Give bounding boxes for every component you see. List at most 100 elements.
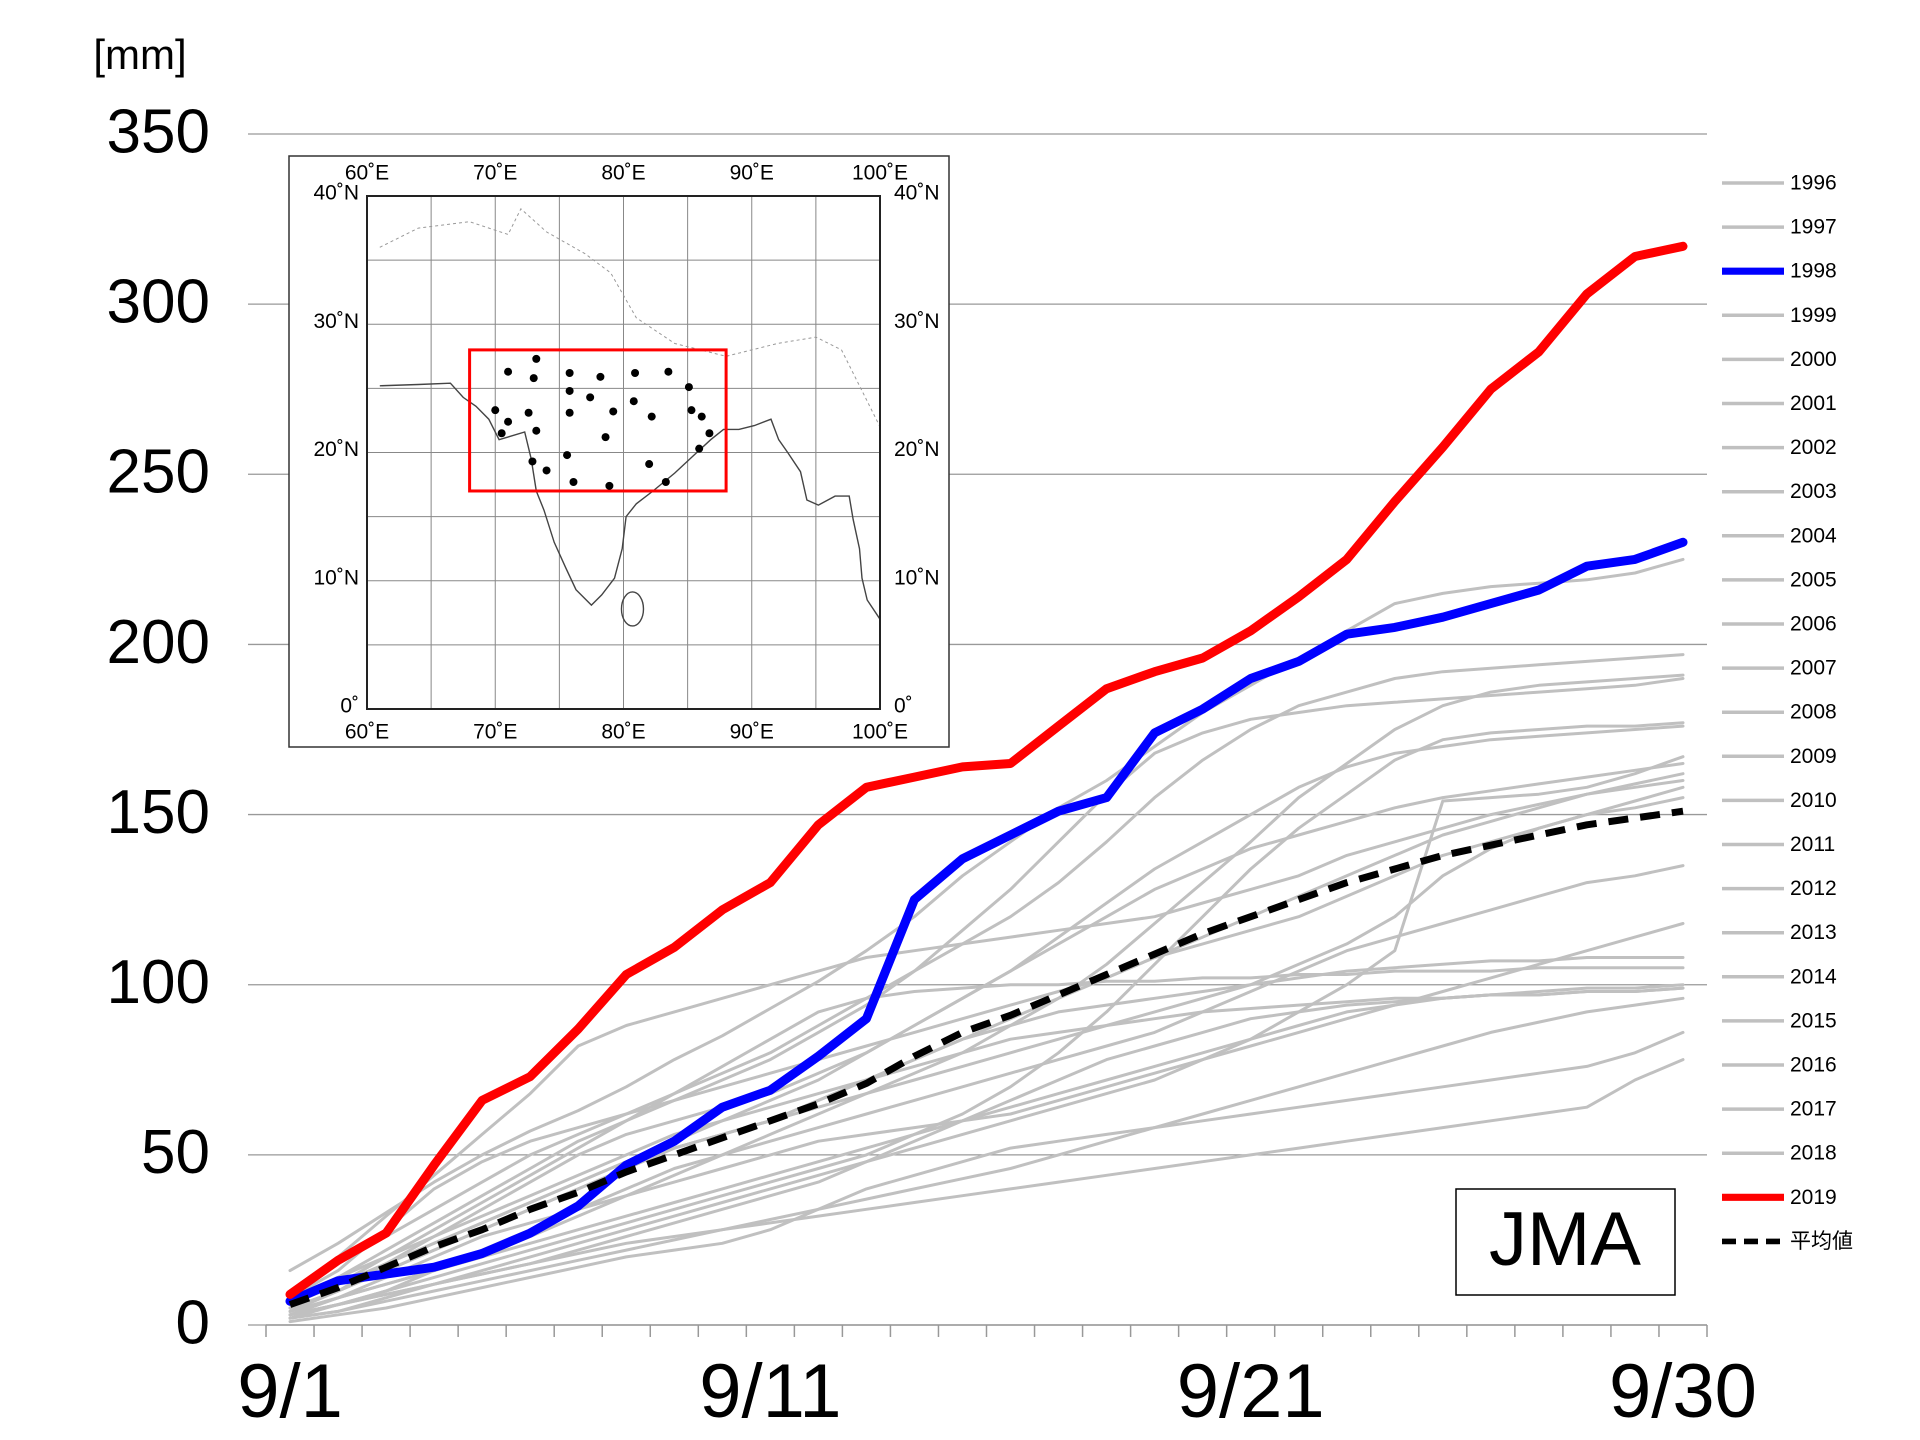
y-tick-label: 0 — [176, 1288, 210, 1357]
legend-label: 平均値 — [1790, 1230, 1853, 1253]
series-line — [288, 796, 1685, 1307]
legend-label: 2017 — [1790, 1098, 1837, 1121]
legend-label: 2003 — [1790, 480, 1837, 503]
map-border — [366, 195, 881, 710]
region-box — [468, 348, 728, 493]
map-lat-label: 10˚N — [894, 566, 940, 589]
station — [532, 354, 541, 363]
y-tick-label: 150 — [107, 778, 210, 847]
station — [565, 386, 574, 395]
station — [645, 460, 654, 469]
coastline — [379, 382, 881, 620]
x-tick-label: 9/30 — [1609, 1349, 1757, 1434]
legend-label: 1999 — [1790, 304, 1837, 327]
station — [524, 408, 533, 417]
map-lat-label: 0˚ — [340, 695, 359, 718]
legend-label: 2007 — [1790, 657, 1837, 680]
series-line — [288, 721, 1685, 1317]
legend-label: 2006 — [1790, 613, 1837, 636]
series-line — [288, 677, 1685, 1300]
map-lon-label: 100˚E — [852, 162, 908, 185]
series-line — [288, 922, 1685, 1317]
y-tick-label: 300 — [107, 268, 210, 337]
station — [609, 407, 618, 416]
map-lon-label: 70˚E — [473, 721, 517, 744]
legend-label: 2008 — [1790, 701, 1837, 724]
map-lon-label: 100˚E — [852, 721, 908, 744]
station — [569, 477, 578, 486]
station — [601, 433, 610, 442]
station — [697, 412, 706, 421]
legend-label: 2001 — [1790, 392, 1837, 415]
map-lat-label: 20˚N — [894, 438, 940, 461]
legend-label: 2014 — [1790, 965, 1837, 988]
legend-label: 1997 — [1790, 216, 1837, 239]
coastline — [620, 591, 645, 627]
legend-label: 2016 — [1790, 1054, 1837, 1077]
series-line — [288, 557, 1685, 1273]
map-lat-label: 30˚N — [313, 310, 359, 333]
series-line — [288, 1058, 1685, 1317]
station — [542, 466, 551, 475]
station — [491, 406, 500, 415]
station — [605, 481, 614, 490]
series-line — [288, 755, 1685, 1320]
inset-frame — [288, 155, 950, 748]
border — [379, 207, 881, 428]
annotation-box — [1455, 1188, 1676, 1296]
series-line — [288, 779, 1685, 1293]
y-tick-label: 350 — [107, 97, 210, 166]
plot-area: 0 50 100 150 200 250 300 350 9/1 9/11 9/21 9/30 — [107, 97, 1757, 1434]
station — [565, 368, 574, 377]
station — [504, 367, 513, 376]
station — [631, 368, 640, 377]
station — [529, 374, 538, 383]
station — [497, 429, 506, 438]
series-line — [288, 966, 1685, 1307]
station — [661, 477, 670, 486]
station — [695, 444, 704, 453]
legend: 1996 1997 1998 1999 2000 2001 2002 2003 2004 2005… — [1722, 172, 1853, 1253]
map-lat-label: 40˚N — [313, 182, 359, 205]
station — [532, 426, 541, 435]
map-lat-label: 40˚N — [894, 182, 940, 205]
legend-label: 2011 — [1790, 833, 1835, 856]
map-lon-label: 80˚E — [601, 721, 645, 744]
x-tick-label: 9/11 — [699, 1349, 841, 1434]
legend-label: 2013 — [1790, 921, 1837, 944]
map-lon-label: 90˚E — [730, 162, 774, 185]
station — [687, 406, 696, 415]
x-tick-label: 9/1 — [237, 1349, 343, 1434]
series-line — [288, 956, 1685, 1310]
series-line — [288, 807, 1684, 1308]
station — [629, 397, 638, 406]
map-lon-label: 60˚E — [345, 162, 389, 185]
station — [528, 457, 537, 466]
y-tick-label: 200 — [107, 608, 210, 677]
y-axis-label: [mm] — [93, 31, 186, 78]
legend-label: 2019 — [1790, 1186, 1837, 1209]
series-line — [288, 1030, 1685, 1324]
map-lat-label: 20˚N — [313, 438, 359, 461]
series-line — [288, 772, 1685, 1300]
station — [647, 412, 656, 421]
inset-map: 60˚E 60˚E 70˚E 70˚E 80˚E 80˚E 90˚E 90˚E 100˚E 100… — [288, 155, 950, 748]
y-tick-label: 250 — [107, 438, 210, 507]
legend-label: 2010 — [1790, 789, 1837, 812]
map-lat-label: 0˚ — [894, 695, 913, 718]
station — [664, 367, 673, 376]
series-line — [285, 537, 1688, 1306]
station — [596, 372, 605, 381]
legend-label: 2002 — [1790, 436, 1837, 459]
station — [504, 417, 513, 426]
station — [705, 429, 714, 438]
legend-label: 1996 — [1790, 172, 1837, 195]
legend-label: 1998 — [1790, 260, 1837, 283]
map-lon-label: 80˚E — [601, 162, 645, 185]
annotation: JMA — [1489, 1197, 1641, 1282]
station — [684, 383, 693, 392]
map-lon-label: 60˚E — [345, 721, 389, 744]
series-line — [288, 653, 1685, 1293]
legend-label: 2000 — [1790, 348, 1837, 371]
